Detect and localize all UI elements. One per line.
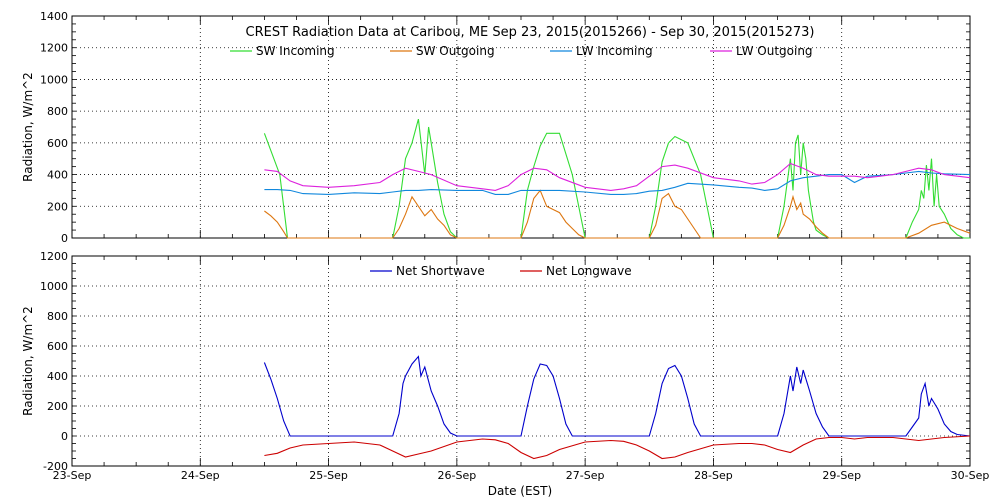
y-tick-label: 600	[47, 340, 68, 353]
series-line	[263, 355, 971, 437]
x-tick-label: 25-Sep	[309, 469, 348, 482]
series-line	[264, 170, 971, 195]
x-tick-label: 28-Sep	[694, 469, 733, 482]
x-tick-label: 29-Sep	[822, 469, 861, 482]
y-tick-label: 800	[47, 105, 68, 118]
y-tick-label: 0	[61, 232, 68, 245]
y-tick-label: 400	[47, 169, 68, 182]
y-tick-label: 600	[47, 137, 68, 150]
y-axis-label: Radiation, W/m^2	[21, 72, 35, 182]
x-tick-label: 26-Sep	[438, 469, 477, 482]
legend-label: Net Shortwave	[396, 264, 485, 278]
series-line	[263, 118, 970, 239]
y-tick-label: -200	[43, 460, 68, 473]
y-tick-label: 200	[47, 400, 68, 413]
legend-label: SW Outgoing	[416, 44, 495, 58]
x-tick-label: 30-Sep	[951, 469, 990, 482]
y-tick-label: 1200	[40, 42, 68, 55]
y-tick-label: 1400	[40, 10, 68, 23]
legend-label: LW Outgoing	[736, 44, 813, 58]
legend-label: Net Longwave	[546, 264, 632, 278]
x-tick-label: 23-Sep	[53, 469, 92, 482]
series-line	[264, 162, 971, 191]
x-axis-label: Date (EST)	[488, 484, 552, 498]
chart-title: CREST Radiation Data at Caribou, ME Sep …	[246, 25, 815, 40]
y-axis-label: Radiation, W/m^2	[21, 306, 35, 416]
x-tick-label: 27-Sep	[566, 469, 605, 482]
y-tick-label: 200	[47, 200, 68, 213]
legend-label: LW Incoming	[576, 44, 653, 58]
y-tick-label: 1000	[40, 73, 68, 86]
y-tick-label: 0	[61, 430, 68, 443]
top-panel: 0 200 400 600 800 1000 1200 1400 Radiation, W/m^…	[21, 10, 971, 245]
legend-label: SW Incoming	[256, 44, 335, 58]
x-tick-label: 24-Sep	[181, 469, 220, 482]
bottom-panel: -200 0 200 400 600 800 1000 1200 Radiation, W/m^…	[21, 250, 989, 482]
y-tick-label: 1200	[40, 250, 68, 263]
plot-frame	[71, 15, 971, 239]
y-tick-label: 400	[47, 370, 68, 383]
y-tick-label: 800	[47, 310, 68, 323]
series-line	[264, 189, 971, 239]
y-tick-label: 1000	[40, 280, 68, 293]
series-line	[264, 435, 971, 460]
